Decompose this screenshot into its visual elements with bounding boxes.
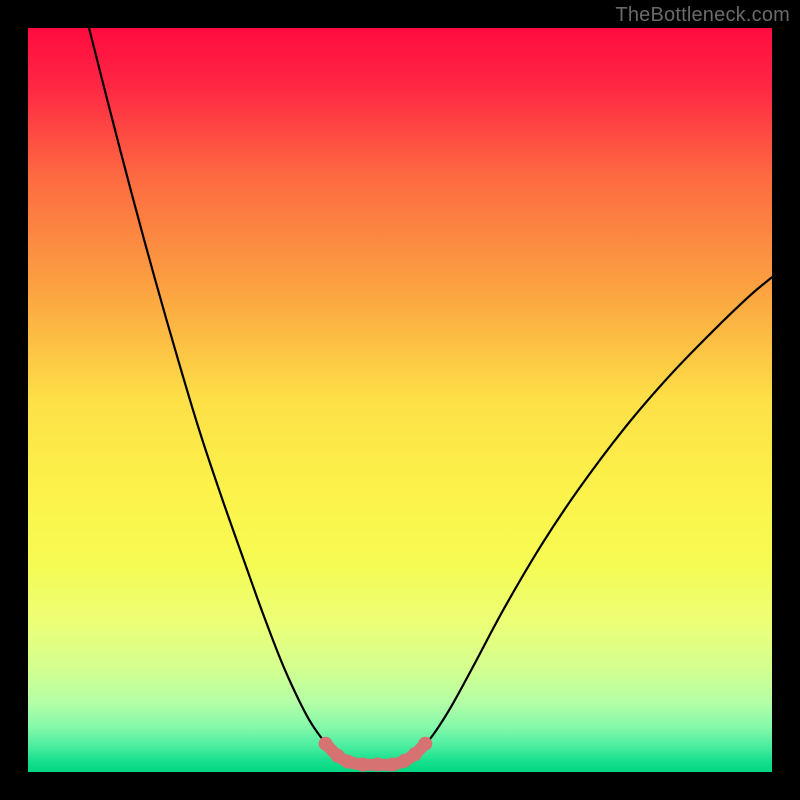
optimal-band-marker (371, 758, 385, 772)
optimal-band-marker (386, 758, 400, 772)
optimal-band-marker (356, 758, 370, 772)
watermark-text: TheBottleneck.com (615, 4, 790, 27)
optimal-band (319, 737, 433, 772)
bottleneck-curve (89, 28, 772, 765)
plot-area (28, 28, 772, 772)
optimal-band-marker (319, 737, 333, 751)
optimal-band-marker (408, 747, 422, 761)
curve-layer (28, 28, 772, 772)
optimal-band-marker (418, 737, 432, 751)
optimal-band-marker (341, 755, 355, 769)
